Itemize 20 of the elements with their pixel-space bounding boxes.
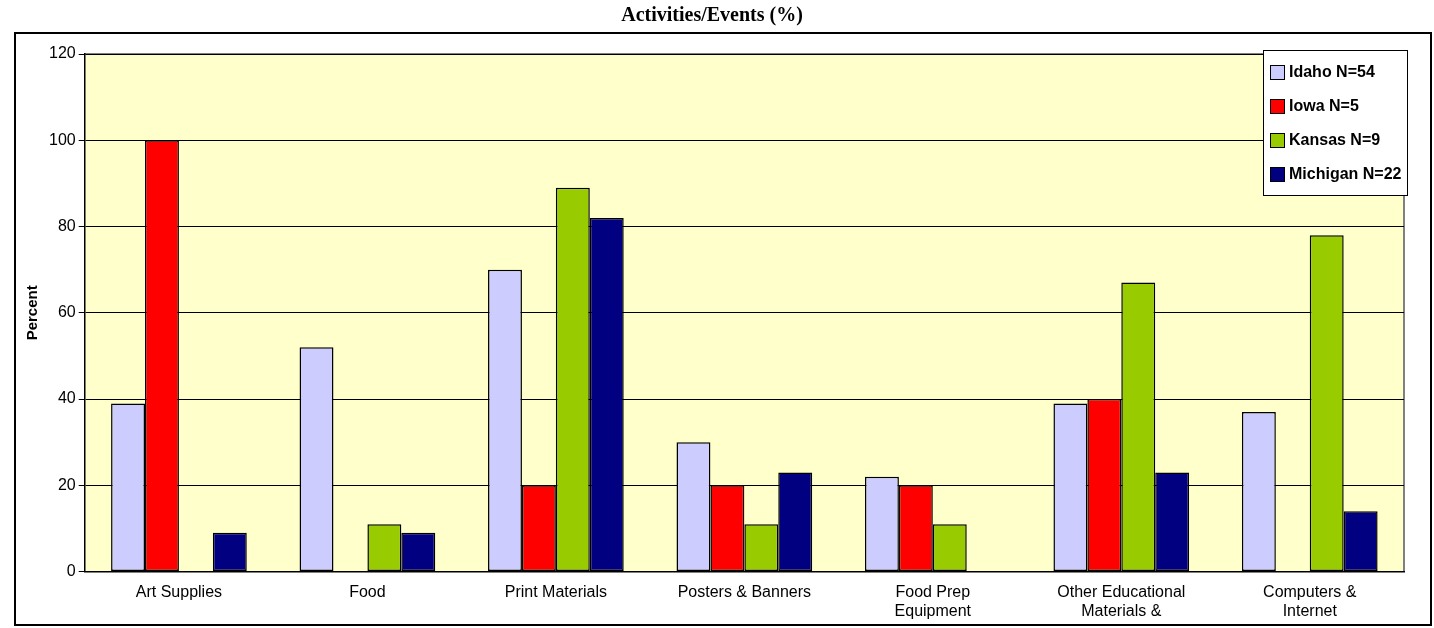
y-tick-label: 80: [57, 216, 76, 234]
legend-label: Michigan N=22: [1289, 165, 1402, 183]
x-tick-label: Posters & Banners: [677, 582, 812, 600]
x-tick-label: Print Materials: [504, 582, 607, 600]
y-tick-label: 20: [57, 475, 76, 493]
y-tick-label: 60: [57, 303, 76, 321]
y-tick-label: 0: [66, 562, 76, 580]
y-axis-title: Percent: [23, 285, 41, 341]
legend-label: Iowa N=5: [1289, 97, 1359, 115]
legend-label: Kansas N=9: [1289, 131, 1381, 149]
x-tick-label: Other Educational Materials &: [1057, 582, 1186, 619]
y-tick-label: 120: [48, 44, 76, 62]
y-tick-label: 100: [48, 130, 76, 148]
y-tick-label: 40: [57, 389, 76, 407]
x-tick-label: Food Prep Equipment: [894, 582, 972, 619]
chart-title: Activities/Events (%): [621, 3, 803, 27]
x-tick-label: Food: [349, 582, 386, 600]
x-tick-label: Computers & Internet: [1263, 582, 1357, 619]
x-tick-label: Art Supplies: [135, 582, 223, 600]
legend-label: Idaho N=54: [1289, 63, 1375, 81]
